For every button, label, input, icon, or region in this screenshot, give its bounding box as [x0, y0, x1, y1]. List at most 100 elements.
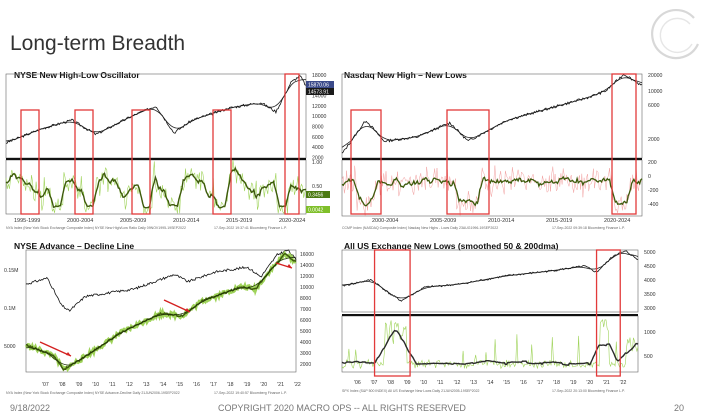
x-tick-label: 2020-2024 — [279, 218, 305, 224]
y-tick-label: 500 — [644, 354, 653, 360]
upper-frame — [341, 249, 639, 313]
divergence-arrow — [39, 341, 72, 357]
price-line — [5, 75, 307, 144]
y-tick-label: 3000 — [300, 351, 311, 357]
x-tick-label: 2005-2009 — [430, 218, 456, 224]
last-value-label: 15870.06 — [308, 83, 329, 89]
y-tick-label: 0.15M — [4, 268, 18, 274]
y-tick-label: 12000 — [312, 104, 327, 110]
y-tick-label: 2000 — [300, 362, 311, 368]
y-tick-label: 16000 — [300, 252, 314, 258]
x-tick-label: '13 — [470, 380, 477, 386]
y-tick-label: 14000 — [312, 94, 327, 100]
oscillator-smooth-line — [341, 175, 643, 207]
y-tick-label: 2000 — [648, 137, 660, 143]
x-tick-label: 1995-1999 — [14, 218, 40, 224]
y-tick-label: 5000 — [4, 344, 16, 350]
x-tick-label: '14 — [487, 380, 494, 386]
last-value-box — [306, 206, 330, 213]
x-tick-label: '19 — [570, 380, 577, 386]
oscillator-raw-line — [5, 159, 307, 215]
y-tick-label: 5000 — [644, 250, 656, 256]
y-tick-label: -400 — [648, 202, 658, 208]
ad-ma-line — [25, 257, 297, 366]
chart-title-nasdaq-hl: Nasdaq New High – New Lows — [344, 70, 467, 80]
y-tick-label: 10000 — [312, 114, 327, 120]
chart-panel-nyse-hl: NYSE New High-Low Oscillator 18000160001… — [0, 62, 335, 240]
arrow-head — [185, 308, 190, 312]
x-tick-label: 2015-2019 — [546, 218, 572, 224]
y-tick-label: 10000 — [300, 285, 314, 291]
x-tick-label: '22 — [620, 380, 627, 386]
y-tick-label: 7000 — [300, 307, 311, 313]
highlight-box — [611, 73, 637, 215]
last-value-box — [306, 81, 334, 88]
y-tick-label: 1.00 — [312, 160, 322, 166]
x-tick-label: '12 — [454, 380, 461, 386]
plot-frame — [25, 249, 297, 373]
y-tick-label: 4000 — [644, 278, 656, 284]
x-tick-label: '09 — [76, 382, 83, 388]
highlight-box — [131, 109, 151, 215]
y-tick-label: 8000 — [312, 125, 324, 131]
x-tick-label: 2000-2004 — [372, 218, 398, 224]
x-tick-label: '08 — [59, 382, 66, 388]
x-tick-label: 2005-2009 — [120, 218, 146, 224]
footer-date: 9/18/2022 — [10, 403, 51, 413]
x-tick-label: '07 — [371, 380, 378, 386]
y-tick-label: 3500 — [644, 292, 656, 298]
ma-line — [5, 79, 307, 142]
x-tick-label: '16 — [193, 382, 200, 388]
x-tick-label: '19 — [244, 382, 251, 388]
new-lows-200dma-line — [341, 329, 639, 366]
chart-title-us-new-lows: All US Exchange New Lows (smoothed 50 & … — [344, 241, 559, 251]
source-note: SPX Index (S&P 500 INDEX) All US Exchang… — [342, 389, 480, 393]
x-tick-label: '21 — [603, 380, 610, 386]
highlight-box — [20, 109, 40, 215]
x-tick-label: '15 — [503, 380, 510, 386]
source-note: NYA Index (New York Stock Exchange Compo… — [6, 226, 186, 230]
last-value-label: 0.0042 — [308, 208, 324, 214]
x-tick-label: '15 — [176, 382, 183, 388]
oscillator-raw-line — [341, 165, 643, 217]
y-tick-label: 5000 — [300, 329, 311, 335]
x-tick-label: '18 — [227, 382, 234, 388]
y-tick-label: 6000 — [648, 103, 660, 109]
upper-frame — [5, 73, 307, 159]
y-tick-label: 0 — [648, 174, 651, 180]
last-value-label: 0.3456 — [308, 193, 324, 199]
x-tick-label: '08 — [387, 380, 394, 386]
last-value-label: 14573.91 — [308, 90, 329, 96]
chart-svg-nyse-ad: 0.15M 0.1M 5000 16000 14000 12000 10000 8000 700… — [4, 249, 314, 395]
chart-svg-nyse-hl: 1800016000140001200010000800060004000200… — [5, 73, 334, 230]
highlight-box — [373, 249, 411, 377]
page-number: 20 — [674, 403, 685, 413]
highlight-box — [74, 109, 94, 215]
x-tick-label: '12 — [126, 382, 133, 388]
x-tick-label: '17 — [537, 380, 544, 386]
chart-panel-us-new-lows: All US Exchange New Lows (smoothed 50 & … — [338, 238, 673, 400]
x-tick-label: '17 — [210, 382, 217, 388]
x-tick-label: '16 — [520, 380, 527, 386]
copyright-note: 17-Sep-2022 20:13:00 Bloomberg Finance L… — [552, 389, 625, 393]
highlight-box — [284, 73, 300, 215]
y-tick-label: 18000 — [312, 73, 327, 79]
chart-title-nyse-ad: NYSE Advance – Decline Line — [14, 241, 135, 251]
y-tick-label: 1000 — [644, 330, 656, 336]
price-line — [341, 74, 643, 154]
x-tick-label: 2010-2014 — [173, 218, 199, 224]
upper-frame — [341, 73, 643, 159]
x-tick-label: '20 — [586, 380, 593, 386]
x-tick-label: '07 — [42, 382, 49, 388]
highlight-box — [212, 109, 232, 215]
y-tick-label: 2000 — [312, 155, 324, 161]
copyright-note: 17-Sep-2022 09:39:18 Bloomberg Finance L… — [552, 226, 625, 230]
y-tick-label: 4000 — [300, 340, 311, 346]
highlight-box — [595, 249, 621, 377]
y-tick-label: 8000 — [300, 296, 311, 302]
y-tick-label: 4500 — [644, 264, 656, 270]
footer-copyright: COPYRIGHT 2020 MACRO OPS -- ALL RIGHTS R… — [218, 403, 466, 413]
y-tick-label: 0.50 — [312, 184, 322, 190]
last-value-box — [306, 88, 334, 95]
x-tick-label: 2010-2014 — [488, 218, 514, 224]
